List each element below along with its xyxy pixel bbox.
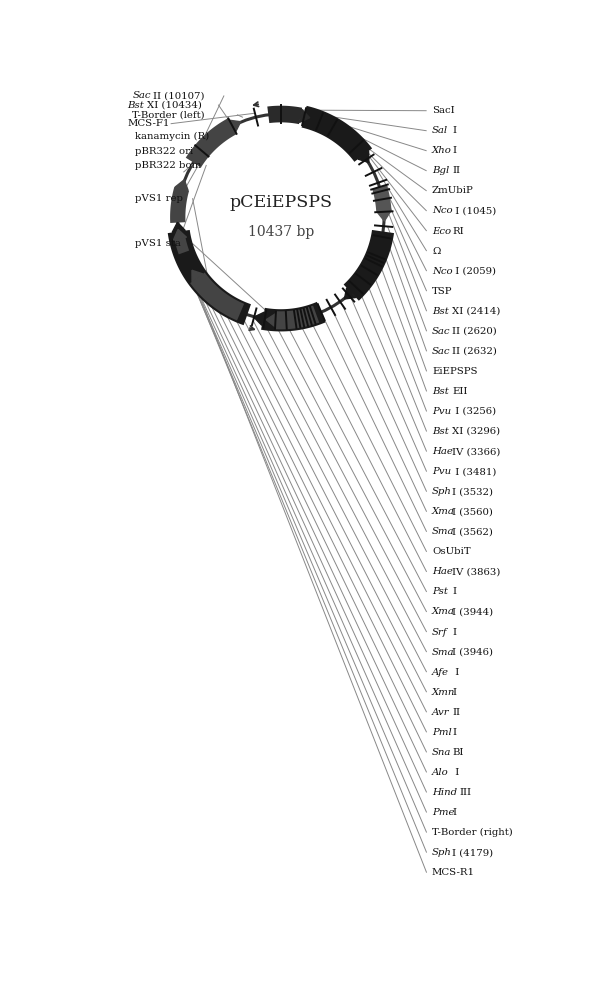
Polygon shape [300,109,310,122]
Text: XI (3296): XI (3296) [452,427,501,436]
Text: Pml: Pml [432,728,451,737]
Text: pVS1 rep: pVS1 rep [135,194,183,203]
Text: TSP: TSP [432,287,453,296]
Text: Bst: Bst [432,307,449,316]
Text: Nco: Nco [432,267,453,276]
Text: II (2620): II (2620) [452,327,497,336]
Polygon shape [377,211,391,221]
Text: I (3256): I (3256) [452,407,496,416]
Text: II: II [452,166,460,175]
Text: I: I [452,728,456,737]
Text: EII: EII [452,387,467,396]
Text: T-Border (left): T-Border (left) [132,110,205,119]
Text: Afe: Afe [432,668,449,677]
Text: Eco: Eco [432,227,451,236]
Text: Sph: Sph [432,487,452,496]
Text: XI (2414): XI (2414) [452,307,501,316]
Text: I (3946): I (3946) [452,648,493,657]
Text: I (3560): I (3560) [452,507,493,516]
Text: Bgl: Bgl [432,166,449,175]
Text: I (1045): I (1045) [452,206,496,215]
Text: Sma: Sma [432,648,454,657]
Text: Hind: Hind [432,788,457,797]
Text: ZmUbiP: ZmUbiP [432,186,474,195]
Text: pCEiEPSPS: pCEiEPSPS [229,194,332,211]
Text: II: II [452,708,460,717]
Text: MCS-R1: MCS-R1 [432,868,475,877]
Text: I: I [452,146,456,155]
Text: Hae: Hae [432,447,453,456]
Text: MCS-F1: MCS-F1 [127,119,170,128]
Text: I (3562): I (3562) [452,527,493,536]
Text: Avr: Avr [432,708,450,717]
Text: Nco: Nco [432,206,453,215]
Text: IV (3863): IV (3863) [452,567,501,576]
Text: Sac: Sac [432,347,450,356]
Text: Bst: Bst [432,387,449,396]
Polygon shape [173,230,186,240]
Text: T-Border (right): T-Border (right) [432,828,513,837]
Text: SacI: SacI [432,106,454,115]
Text: Alo: Alo [432,768,449,777]
Polygon shape [254,312,264,325]
Polygon shape [172,222,185,232]
Text: I: I [452,126,456,135]
Text: I: I [452,668,459,677]
Text: I: I [452,688,456,697]
Text: OsUbiT: OsUbiT [432,547,470,556]
Polygon shape [266,314,276,327]
Polygon shape [192,270,203,282]
Text: I: I [452,628,456,637]
Text: Hae: Hae [432,567,453,576]
Text: pVS1 sta: pVS1 sta [135,239,181,248]
Text: I: I [452,587,456,596]
Text: Pvu: Pvu [432,467,451,476]
Text: EiEPSPS: EiEPSPS [432,367,477,376]
Text: I (3532): I (3532) [452,487,493,496]
Text: II (10107): II (10107) [153,91,204,100]
Text: II (2632): II (2632) [452,347,497,356]
Text: XI (10434): XI (10434) [148,101,202,110]
Text: I (3944): I (3944) [452,607,493,616]
Text: Pst: Pst [432,587,448,596]
Text: I (2059): I (2059) [452,267,496,276]
Text: pBR322 ori: pBR322 ori [135,147,193,156]
Text: Sph: Sph [432,848,452,857]
Text: III: III [459,788,471,797]
Text: I: I [452,808,456,817]
Text: I (3481): I (3481) [452,467,497,476]
Text: Sac: Sac [132,91,151,100]
Text: Xho: Xho [432,146,452,155]
Text: Sna: Sna [432,748,451,757]
Text: IV (3366): IV (3366) [452,447,501,456]
Polygon shape [344,288,355,299]
Text: Xma: Xma [432,607,455,616]
Polygon shape [229,120,240,132]
Text: Sma: Sma [432,527,454,536]
Text: kanamycin (R): kanamycin (R) [135,131,209,141]
Text: RI: RI [452,227,464,236]
Text: Sac: Sac [432,327,450,336]
Text: Xmn: Xmn [432,688,455,697]
Text: pBR322 bom: pBR322 bom [135,161,202,170]
Text: Pvu: Pvu [432,407,451,416]
Text: I: I [452,768,459,777]
Text: Pme: Pme [432,808,454,817]
Text: Bst: Bst [127,101,144,110]
Text: Bst: Bst [432,427,449,436]
Text: Xma: Xma [432,507,455,516]
Text: Ω: Ω [432,247,440,256]
Text: 10437 bp: 10437 bp [248,225,314,239]
Text: Sal: Sal [432,126,448,135]
Text: BI: BI [452,748,464,757]
Polygon shape [358,151,369,163]
Text: Srf: Srf [432,628,448,637]
Text: I (4179): I (4179) [452,848,493,857]
Polygon shape [175,180,188,191]
